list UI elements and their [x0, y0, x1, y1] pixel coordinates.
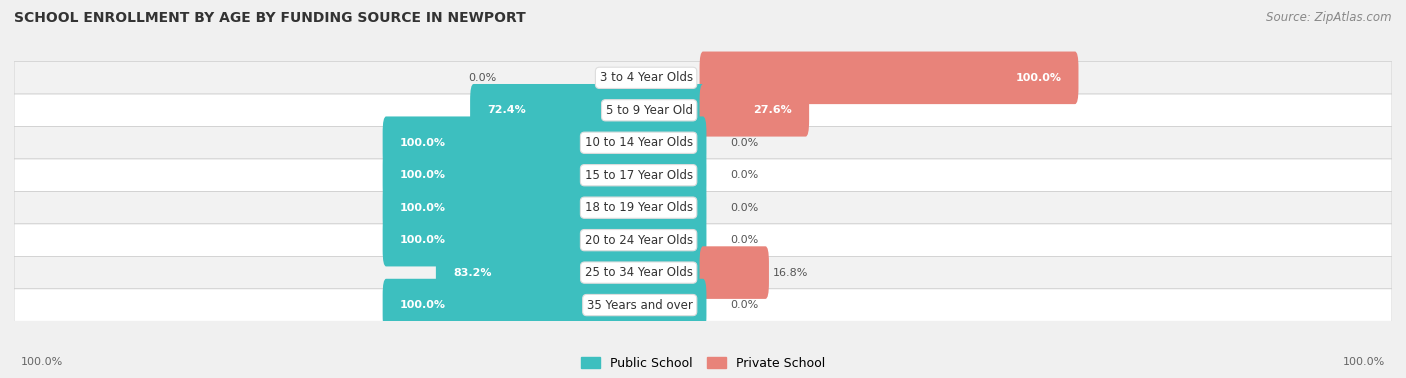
Text: 100.0%: 100.0%: [399, 235, 446, 245]
Text: 0.0%: 0.0%: [731, 170, 759, 180]
Text: 0.0%: 0.0%: [731, 235, 759, 245]
Text: 72.4%: 72.4%: [488, 105, 526, 115]
Text: 83.2%: 83.2%: [453, 268, 492, 277]
Text: 27.6%: 27.6%: [754, 105, 792, 115]
FancyBboxPatch shape: [382, 149, 706, 201]
FancyBboxPatch shape: [14, 289, 1392, 321]
Text: 100.0%: 100.0%: [1343, 357, 1385, 367]
Text: 100.0%: 100.0%: [399, 170, 446, 180]
Text: 10 to 14 Year Olds: 10 to 14 Year Olds: [585, 136, 693, 149]
FancyBboxPatch shape: [14, 224, 1392, 256]
Text: 0.0%: 0.0%: [731, 300, 759, 310]
Text: 100.0%: 100.0%: [1015, 73, 1062, 83]
Text: 20 to 24 Year Olds: 20 to 24 Year Olds: [585, 234, 693, 246]
FancyBboxPatch shape: [14, 191, 1392, 224]
FancyBboxPatch shape: [14, 62, 1392, 94]
FancyBboxPatch shape: [14, 159, 1392, 191]
Text: 0.0%: 0.0%: [731, 203, 759, 213]
FancyBboxPatch shape: [14, 94, 1392, 127]
FancyBboxPatch shape: [382, 214, 706, 266]
Text: 0.0%: 0.0%: [731, 138, 759, 148]
FancyBboxPatch shape: [382, 279, 706, 332]
Text: 100.0%: 100.0%: [399, 203, 446, 213]
Text: 18 to 19 Year Olds: 18 to 19 Year Olds: [585, 201, 693, 214]
Text: 100.0%: 100.0%: [21, 357, 63, 367]
FancyBboxPatch shape: [14, 127, 1392, 159]
FancyBboxPatch shape: [700, 84, 808, 136]
FancyBboxPatch shape: [470, 84, 706, 136]
Text: Source: ZipAtlas.com: Source: ZipAtlas.com: [1267, 11, 1392, 24]
FancyBboxPatch shape: [14, 256, 1392, 289]
FancyBboxPatch shape: [382, 116, 706, 169]
Text: 16.8%: 16.8%: [772, 268, 808, 277]
Text: 100.0%: 100.0%: [399, 300, 446, 310]
Text: SCHOOL ENROLLMENT BY AGE BY FUNDING SOURCE IN NEWPORT: SCHOOL ENROLLMENT BY AGE BY FUNDING SOUR…: [14, 11, 526, 25]
FancyBboxPatch shape: [436, 246, 706, 299]
Text: 35 Years and over: 35 Years and over: [586, 299, 693, 311]
Text: 25 to 34 Year Olds: 25 to 34 Year Olds: [585, 266, 693, 279]
Text: 0.0%: 0.0%: [468, 73, 496, 83]
FancyBboxPatch shape: [700, 51, 1078, 104]
Text: 15 to 17 Year Olds: 15 to 17 Year Olds: [585, 169, 693, 182]
Legend: Public School, Private School: Public School, Private School: [575, 350, 831, 376]
FancyBboxPatch shape: [700, 246, 769, 299]
FancyBboxPatch shape: [382, 181, 706, 234]
Text: 100.0%: 100.0%: [399, 138, 446, 148]
Text: 3 to 4 Year Olds: 3 to 4 Year Olds: [599, 71, 693, 84]
Text: 5 to 9 Year Old: 5 to 9 Year Old: [606, 104, 693, 117]
